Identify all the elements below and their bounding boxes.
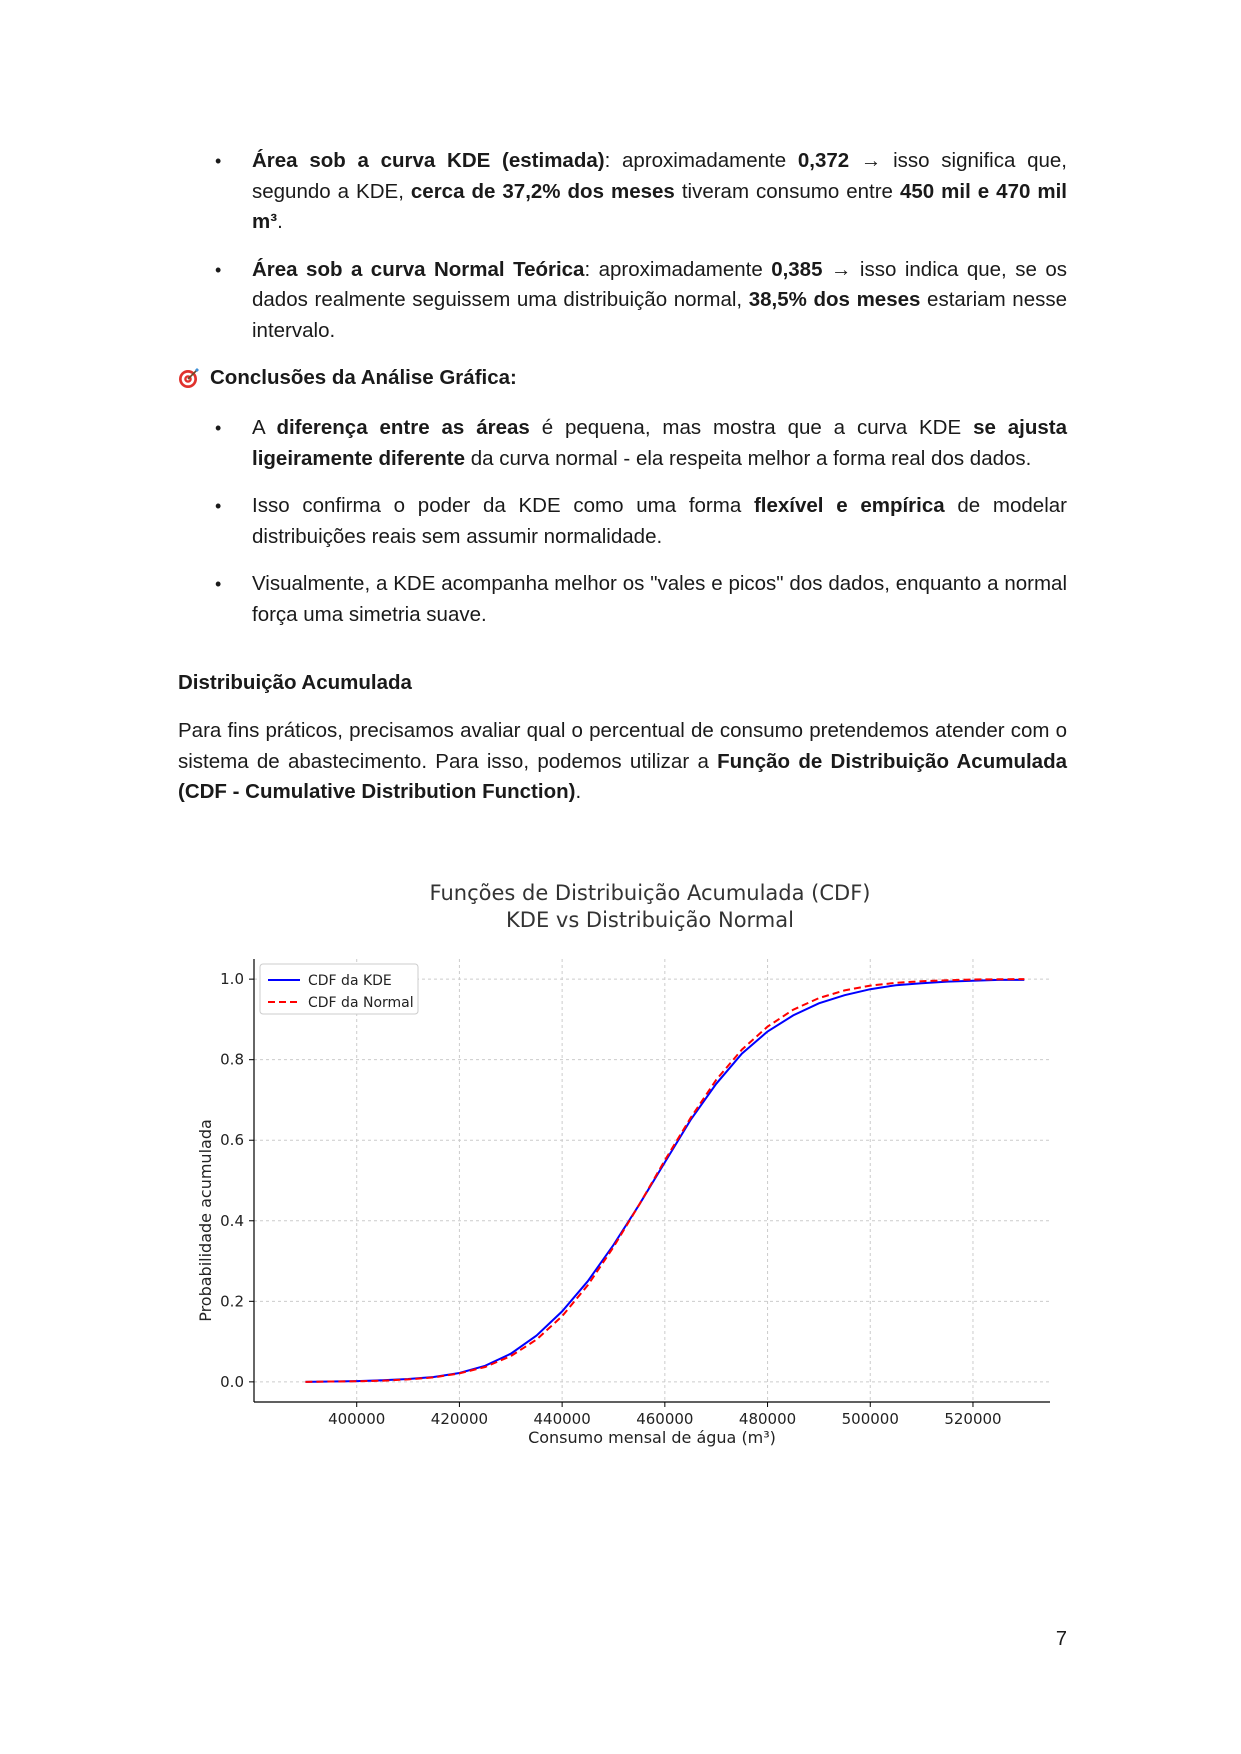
conclusions-heading-text: Conclusões da Análise Gráfica: [210,366,517,389]
area-result-text-bold: cerca de 37,2% dos meses [410,179,675,203]
area-result-text-bold: 0,385 [771,257,823,281]
series-line [305,978,1025,1383]
conclusion-text-plain: Visualmente, a KDE acompanha melhor os "… [252,572,1067,626]
x-tick-label: 520000 [944,1410,1001,1428]
legend-label: CDF da Normal [308,995,414,1011]
area-result-text-bold: 450 mil e 470 mil m³ [252,179,1067,234]
page-content: • Área sob a curva KDE (estimada): aproxi… [178,146,1067,808]
area-result-text-plain: estariam nesse intervalo. [252,288,1068,342]
bullet-icon: • [215,259,222,280]
x-tick-label: 400000 [328,1410,385,1428]
x-tick-label: 500000 [842,1410,899,1428]
conclusion-text-plain: é pequena, mas mostra que a curva KDE [529,416,974,439]
conclusions-list: • A diferença entre as áreas é pequena, m… [178,413,1067,630]
y-tick-label: 1.0 [220,970,244,988]
area-result-text-bold: Área sob a curva Normal Teórica [252,257,585,281]
y-tick-label: 0.4 [220,1212,244,1230]
area-result-item: • Área sob a curva KDE (estimada): aproxi… [178,146,1067,238]
bullet-icon: • [215,151,222,171]
cdf-chart-svg: 400000 420000 440000 460000 480000 500000 5200… [196,881,1050,1447]
conclusion-text-plain: de modelar distribuições reais sem assum… [252,494,1067,548]
bullet-icon: • [215,574,222,594]
area-result-item: • Área sob a curva Normal Teórica: aproxi… [178,255,1067,347]
area-results-list: • Área sob a curva KDE (estimada): aproxi… [178,146,1067,346]
area-result-text-plain: : aproximadamente [584,257,772,281]
y-tick-label: 0.0 [220,1373,244,1391]
area-result-text-plain: : aproximadamente [604,149,798,172]
legend-label: CDF da KDE [308,973,392,989]
paragraph-text-plain: Para fins práticos, precisamos avaliar q… [178,719,1067,773]
conclusion-text-bold: diferença entre as áreas [276,416,530,439]
x-tick-label: 460000 [636,1410,693,1428]
area-result-text-bold: 0,372 [797,149,850,172]
x-axis-label: Consumo mensal de água (m³) [528,1428,776,1447]
x-tick-label: 480000 [739,1410,796,1428]
section-title: Distribuição Acumulada [178,671,412,694]
series-line [305,978,1025,1383]
target-icon [179,368,199,388]
paragraph-text-bold: Função de Distribuição Acumulada (CDF - … [178,749,1068,804]
chart-title: Funções de Distribuição Acumulada (CDF) [430,881,871,905]
x-tick-label: 420000 [431,1410,488,1428]
area-result-text-plain: . [277,210,283,233]
cdf-chart: 400000 420000 440000 460000 480000 500000 5200… [178,864,1078,1454]
conclusion-text-bold: se ajusta ligeiramente diferente [252,416,1068,470]
legend-box [259,963,419,1015]
y-tick-label: 0.6 [220,1131,244,1149]
page-number: 7 [1055,1628,1067,1650]
conclusion-text-plain: da curva normal - ela respeita melhor a … [465,446,1032,470]
paragraph-text-plain: . [575,780,582,803]
cdf-paragraph: Para fins práticos, precisamos avaliar q… [178,716,1067,808]
bullet-icon: • [215,418,222,438]
area-result-text-bold: 38,5% dos meses [748,288,921,311]
conclusions-heading: Conclusões da Análise Gráfica: [178,363,1067,393]
conclusion-item: • Visualmente, a KDE acompanha melhor os … [178,569,1067,630]
y-tick-label: 0.2 [220,1292,244,1310]
area-result-text-plain: tiveram consumo entre [674,179,900,203]
y-axis-label: Probabilidade acumulada [196,1119,215,1322]
x-tick-label: 440000 [533,1410,590,1428]
y-tick-label: 0.8 [220,1051,244,1069]
conclusion-item: • A diferença entre as áreas é pequena, m… [178,413,1067,474]
bullet-icon: • [215,496,222,516]
chart-subtitle: KDE vs Distribuição Normal [506,908,794,932]
area-result-text-plain: → isso indica que, se os dados realmente… [252,257,1067,312]
conclusion-text-bold: flexível e empírica [753,494,945,517]
conclusion-text-plain: A [252,416,277,439]
area-result-text-bold: Área sob a curva KDE (estimada) [252,149,605,172]
area-result-text-plain: → isso significa que, segundo a KDE, [252,149,1067,203]
conclusion-text-plain: Isso confirma o poder da KDE como uma fo… [252,494,754,517]
conclusion-item: • Isso confirma o poder da KDE como uma f… [178,491,1067,552]
